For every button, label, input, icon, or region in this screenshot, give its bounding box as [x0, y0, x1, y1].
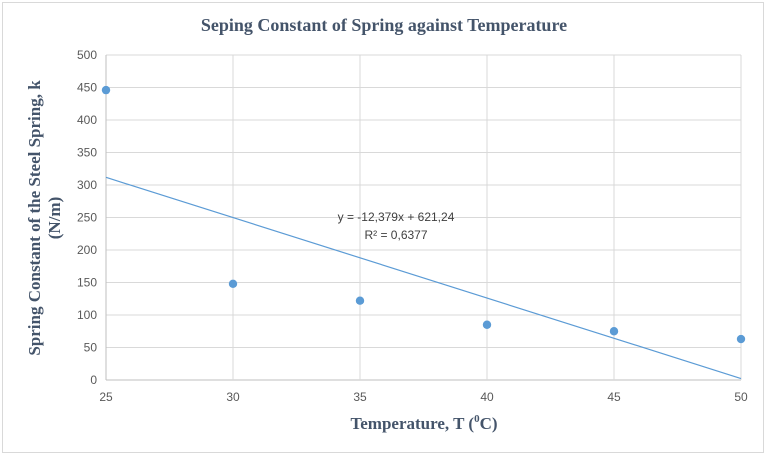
- trendline-r2: R² = 0,6377: [364, 228, 427, 242]
- trendline-equation: y = -12,379x + 621,24: [338, 210, 455, 224]
- data-point: [609, 327, 619, 336]
- data-point: [736, 334, 746, 344]
- x-tick-label: 25: [99, 390, 113, 404]
- chart-title: Seping Constant of Spring against Temper…: [201, 15, 567, 35]
- data-point: [228, 279, 238, 288]
- y-tick-label: 100: [77, 308, 97, 322]
- x-axis-label: Temperature, T (0C): [350, 413, 497, 433]
- y-tick-label: 50: [84, 341, 98, 355]
- y-tick-label: 500: [77, 48, 97, 62]
- x-tick-label: 30: [226, 390, 240, 404]
- trendline: [105, 176, 742, 380]
- x-tick-label: 35: [353, 390, 367, 404]
- y-tick-label: 0: [90, 373, 97, 387]
- x-tick-label: 40: [480, 390, 494, 404]
- y-tick-label: 200: [77, 243, 97, 257]
- data-point: [355, 296, 365, 305]
- y-axis-label: Spring Constant of the Steel Spring, k: [25, 80, 44, 356]
- chart-border: [2, 2, 764, 453]
- y-tick-label: 350: [77, 146, 97, 160]
- y-tick-label: 450: [77, 81, 97, 95]
- y-axis-label-unit: (N/m): [45, 197, 64, 239]
- x-tick-label: 50: [734, 390, 748, 404]
- y-tick-label: 150: [77, 276, 97, 290]
- x-tick-label: 45: [607, 390, 621, 404]
- y-tick-label: 300: [77, 178, 97, 192]
- y-tick-label: 400: [77, 113, 97, 127]
- data-point: [482, 320, 492, 329]
- data-point: [101, 85, 111, 95]
- y-tick-label: 250: [77, 211, 97, 225]
